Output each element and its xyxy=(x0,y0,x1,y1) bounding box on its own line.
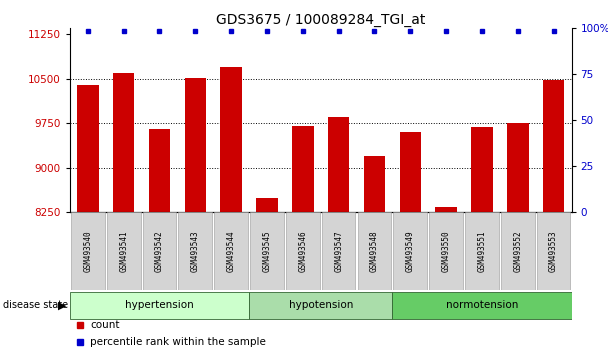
Bar xyxy=(364,156,385,212)
FancyBboxPatch shape xyxy=(429,212,463,290)
Text: GSM493546: GSM493546 xyxy=(299,230,307,272)
Text: GSM493549: GSM493549 xyxy=(406,230,415,272)
FancyBboxPatch shape xyxy=(70,292,249,319)
Bar xyxy=(471,127,492,212)
FancyBboxPatch shape xyxy=(322,212,356,290)
FancyBboxPatch shape xyxy=(286,212,320,290)
Text: normotension: normotension xyxy=(446,300,518,310)
Text: percentile rank within the sample: percentile rank within the sample xyxy=(90,337,266,347)
FancyBboxPatch shape xyxy=(501,212,534,290)
Title: GDS3675 / 100089284_TGI_at: GDS3675 / 100089284_TGI_at xyxy=(216,13,426,27)
Text: GSM493543: GSM493543 xyxy=(191,230,200,272)
Bar xyxy=(149,129,170,212)
Bar xyxy=(256,198,278,212)
Bar xyxy=(77,85,98,212)
Text: count: count xyxy=(90,320,120,330)
Text: GSM493548: GSM493548 xyxy=(370,230,379,272)
Text: GSM493551: GSM493551 xyxy=(477,230,486,272)
Text: GSM493542: GSM493542 xyxy=(155,230,164,272)
Text: GSM493541: GSM493541 xyxy=(119,230,128,272)
Text: GSM493540: GSM493540 xyxy=(83,230,92,272)
Bar xyxy=(399,132,421,212)
Bar xyxy=(292,126,314,212)
FancyBboxPatch shape xyxy=(179,212,212,290)
FancyBboxPatch shape xyxy=(392,292,572,319)
FancyBboxPatch shape xyxy=(358,212,392,290)
Text: GSM493553: GSM493553 xyxy=(549,230,558,272)
FancyBboxPatch shape xyxy=(249,292,392,319)
FancyBboxPatch shape xyxy=(71,212,105,290)
Text: GSM493544: GSM493544 xyxy=(227,230,236,272)
Bar xyxy=(220,67,242,212)
Bar xyxy=(435,207,457,212)
Text: hypotension: hypotension xyxy=(289,300,353,310)
Text: GSM493550: GSM493550 xyxy=(441,230,451,272)
Text: hypertension: hypertension xyxy=(125,300,194,310)
Text: disease state: disease state xyxy=(3,300,68,310)
Bar xyxy=(543,80,564,212)
FancyBboxPatch shape xyxy=(537,212,570,290)
Bar xyxy=(507,123,528,212)
FancyBboxPatch shape xyxy=(393,212,427,290)
FancyBboxPatch shape xyxy=(143,212,176,290)
FancyBboxPatch shape xyxy=(107,212,140,290)
Text: GSM493552: GSM493552 xyxy=(513,230,522,272)
Bar xyxy=(113,73,134,212)
Text: ▶: ▶ xyxy=(58,300,67,310)
FancyBboxPatch shape xyxy=(250,212,284,290)
FancyBboxPatch shape xyxy=(465,212,499,290)
Text: GSM493547: GSM493547 xyxy=(334,230,343,272)
Bar xyxy=(185,78,206,212)
Bar xyxy=(328,117,350,212)
FancyBboxPatch shape xyxy=(214,212,248,290)
Text: GSM493545: GSM493545 xyxy=(263,230,272,272)
